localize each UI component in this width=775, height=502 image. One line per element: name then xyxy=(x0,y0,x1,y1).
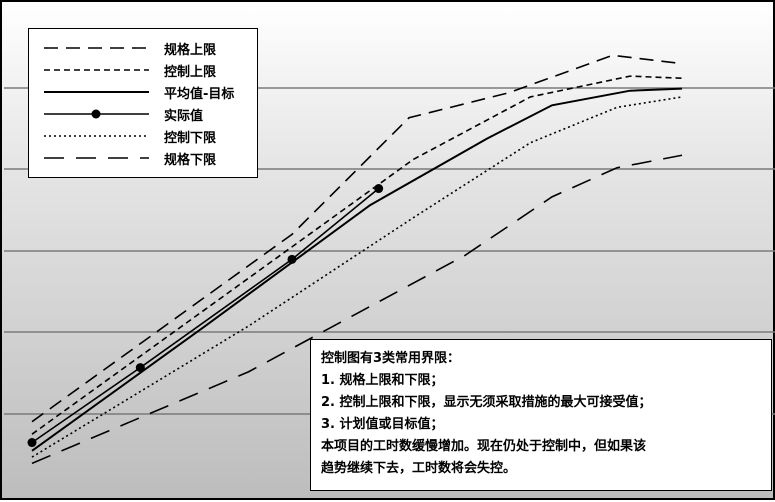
actual-value-point xyxy=(374,184,384,194)
series-line-0 xyxy=(31,54,683,423)
annotation-line: 3. 计划值或目标值； xyxy=(321,417,444,432)
legend-label-mean-target: 平均值-目标 xyxy=(164,87,235,102)
legend-swatch-actual xyxy=(44,109,149,119)
legend-item-control-upper: 控制上限 xyxy=(29,59,257,81)
legend-item-spec-lower: 规格下限 xyxy=(29,147,257,169)
legend-item-spec-upper: 规格上限 xyxy=(29,37,257,59)
legend-label-control-lower: 控制下限 xyxy=(164,131,217,146)
annotation-line: 趋势继续下去，工时数将会失控。 xyxy=(321,461,517,476)
legend: 规格上限 控制上限 平均值-目标 实际值 控制下限 xyxy=(28,28,258,178)
legend-swatch-mean-target xyxy=(44,91,149,93)
annotation-line: 2. 控制上限和下限，显示无须采取措施的最大可接受值； xyxy=(321,395,652,410)
legend-swatch-spec-upper xyxy=(44,47,149,49)
legend-item-mean-target: 平均值-目标 xyxy=(29,81,257,103)
legend-label-spec-lower: 规格下限 xyxy=(164,153,217,168)
legend-label-spec-upper: 规格上限 xyxy=(164,43,217,58)
legend-swatch-control-lower xyxy=(44,135,149,137)
legend-label-control-upper: 控制上限 xyxy=(164,65,217,80)
legend-item-control-lower: 控制下限 xyxy=(29,125,257,147)
annotation-box: 控制图有3类常用界限： 1. 规格上限和下限； 2. 控制上限和下限，显示无须采… xyxy=(310,339,772,491)
actual-value-point xyxy=(287,254,297,264)
legend-label-actual: 实际值 xyxy=(164,109,204,124)
series-line-1 xyxy=(31,75,683,435)
series-line-4 xyxy=(31,96,683,458)
actual-value-point xyxy=(27,438,37,448)
series-line-5 xyxy=(31,154,683,465)
series-line-2 xyxy=(31,87,683,452)
series-line-3 xyxy=(31,187,380,444)
legend-item-actual: 实际值 xyxy=(29,103,257,125)
actual-value-point xyxy=(135,363,145,373)
annotation-line: 本项目的工时数缓慢增加。现在仍处于控制中，但如果该 xyxy=(321,439,647,454)
legend-swatch-spec-lower xyxy=(44,157,149,159)
legend-swatch-control-upper xyxy=(44,69,149,71)
annotation-line: 控制图有3类常用界限： xyxy=(321,351,461,366)
annotation-line: 1. 规格上限和下限； xyxy=(321,373,444,388)
